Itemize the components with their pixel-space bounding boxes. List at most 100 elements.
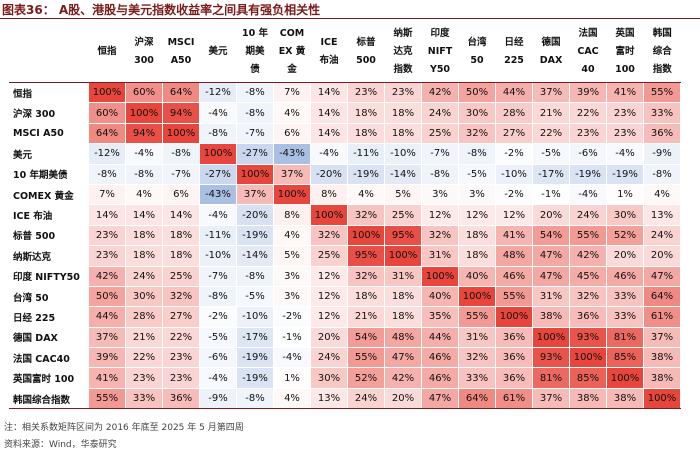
heatmap-cell: -6% [569,143,607,165]
heatmap-cell: 48% [495,245,533,267]
heatmap-cell: 46% [495,265,533,287]
heatmap-cell: -5% [458,163,496,185]
column-header: 印度 NIFT Y50 [421,22,459,83]
heatmap-cell: 60% [125,81,163,104]
table-row: MSCI A50 64% 94% 100% -8% -7% 6% 14% 18% 18% 25% 32… [9,122,681,145]
heatmap-cell: 55% [88,387,126,410]
heatmap-cell: 38% [643,347,681,369]
column-header-line: EX 黄 [278,46,306,57]
heatmap-cell: 18% [347,102,385,124]
column-header-line: 法国 [578,28,598,39]
heatmap-cell: 44% [88,306,126,328]
heatmap-cell: 100% [88,81,126,104]
heatmap-cell: 46% [421,347,459,369]
heatmap-cell: 100% [199,143,237,165]
heatmap-cell: 24% [421,102,459,124]
heatmap-cell: 18% [347,285,385,308]
heatmap-cell: -8% [458,143,496,165]
heatmap-cell: 61% [495,387,533,410]
column-header-line: 债 [250,64,260,75]
heatmap-cell: 100% [458,285,496,308]
heatmap-cell: 23% [88,245,126,267]
heatmap-cell: 13% [643,204,681,226]
heatmap-cell: -19% [236,224,274,247]
heatmap-cell: 35% [421,306,459,328]
column-header: 德国 DAX [532,22,570,83]
heatmap-cell: 42% [421,81,459,104]
heatmap-cell: 20% [310,326,348,349]
heatmap-cell: 37% [643,326,681,349]
heatmap-cell: 37% [273,163,311,185]
column-header: 美元 [199,22,237,83]
heatmap-cell: -4% [310,143,348,165]
heatmap-cell: 50% [88,285,126,308]
heatmap-cell: 21% [532,102,570,124]
column-header-line: Y50 [429,64,451,75]
heatmap-cell: 20% [384,387,422,410]
heatmap-cell: 25% [310,245,348,267]
heatmap-cell: 100% [569,347,607,369]
heatmap-cell: -2% [495,143,533,165]
heatmap-cell: -19% [606,163,644,185]
table-row: 10 年期美债 -8% -8% -7% -27% 100% 37% -20% -19% -14% -… [9,163,681,185]
heatmap-cell: -4% [199,367,237,389]
heatmap-cell: 31% [532,285,570,308]
heatmap-cell: 6% [273,122,311,145]
heatmap-cell: 18% [384,285,422,308]
column-header-line: 300 [134,55,154,66]
heatmap-cell: -27% [236,143,274,165]
heatmap-cell: 32% [310,224,348,247]
row-label: 英国富时 100 [9,367,89,389]
source-note: 资料来源：Wind，华泰研究 [4,440,117,450]
heatmap-cell: 30% [125,285,163,308]
heatmap-cell: -10% [236,306,274,328]
table-row: 韩国综合指数 55% 33% 36% -9% -8% 4% 13% 24% 20% 47% 64% 61… [9,387,681,410]
heatmap-cell: -9% [199,387,237,410]
row-label: 印度 NIFTY50 [9,265,89,287]
column-header: COM EX 黄金 [273,22,311,83]
table-body: 恒指 100% 60% 64% -12% -8% 7% 14% 23% 23% 42% 50% 44% 3… [9,81,681,410]
heatmap-cell: -9% [643,143,681,165]
table-row: 日经 225 44% 28% 27% -2% -10% -2% 12% 21% 18% 35% 55%… [9,306,681,328]
heatmap-cell: 23% [125,367,163,389]
heatmap-cell: 4% [125,183,163,206]
heatmap-cell: -12% [199,81,237,104]
footnote: 注：相关系数矩阵区间为 2016 年底至 2025 年 5 月第四周 [4,423,244,433]
heatmap-cell: 13% [310,387,348,410]
column-header: 纳斯 达克 指数 [384,22,422,83]
heatmap-cell: 36% [495,326,533,349]
heatmap-cell: 30% [310,367,348,389]
heatmap-cell: 36% [643,122,681,145]
heatmap-cell: 31% [421,245,459,267]
heatmap-cell: 18% [458,245,496,267]
heatmap-cell: 3% [273,285,311,308]
heatmap-cell: 100% [347,224,385,247]
column-header-line: 50 [470,55,484,66]
heatmap-cell: 24% [643,224,681,247]
heatmap-cell: 39% [88,347,126,369]
heatmap-cell: 55% [347,347,385,369]
heatmap-cell: -5% [199,326,237,349]
row-label: 沪深 300 [9,102,89,124]
heatmap-cell: 47% [532,245,570,267]
column-header-line: 225 [504,55,524,66]
heatmap-cell: 12% [310,285,348,308]
table-row: 恒指 100% 60% 64% -12% -8% 7% 14% 23% 23% 42% 50% 44% 3… [9,81,681,104]
heatmap-cell: 95% [384,224,422,247]
heatmap-cell: -8% [421,163,459,185]
heatmap-cell: 100% [125,102,163,124]
heatmap-cell: 32% [162,285,200,308]
column-header-line: 500 [356,55,376,66]
heatmap-cell: 60% [88,102,126,124]
heatmap-cell: -4% [606,143,644,165]
heatmap-cell: 38% [643,367,681,389]
heatmap-cell: -7% [421,143,459,165]
column-header-line: 韩国 [652,28,672,39]
heatmap-cell: -2% [495,183,533,206]
heatmap-cell: -20% [310,163,348,185]
chart-title: 图表36： A股、港股与美元指数收益率之间具有强负相关性 [2,3,321,17]
heatmap-cell: 36% [569,306,607,328]
heatmap-cell: 18% [162,245,200,267]
heatmap-cell: 38% [606,387,644,410]
column-header-line: 综合 [652,46,672,57]
